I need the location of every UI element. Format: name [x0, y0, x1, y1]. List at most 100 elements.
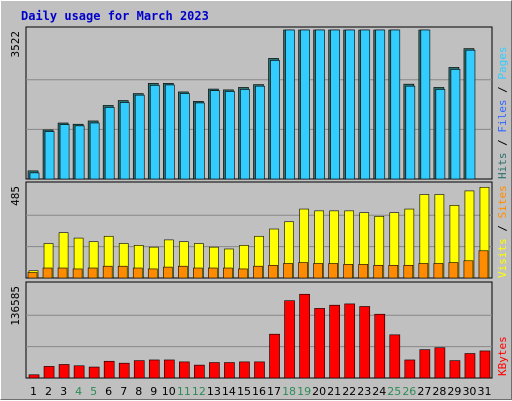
bar-kbytes-22	[344, 303, 356, 379]
day-label-27: 27	[417, 385, 431, 398]
bar-sites-27	[418, 263, 429, 279]
bar-sites-7	[117, 265, 128, 279]
day-label-31: 31	[477, 385, 491, 398]
bar-files-26	[405, 85, 416, 180]
day-label-19: 19	[297, 385, 311, 398]
bar-kbytes-14	[224, 362, 235, 379]
day-label-15: 15	[237, 385, 251, 398]
day-label-17: 17	[267, 385, 281, 398]
bar-files-12	[195, 102, 205, 180]
bar-files-27	[420, 29, 431, 180]
day-label-23: 23	[357, 385, 371, 398]
bar-sites-9	[147, 268, 158, 279]
bar-sites-29	[448, 262, 459, 279]
bar-files-4	[74, 125, 85, 180]
day-label-7: 7	[120, 385, 127, 398]
day-label-3: 3	[60, 385, 67, 398]
y-max-label: 3522	[9, 31, 22, 58]
bar-sites-3	[57, 267, 68, 279]
bar-files-17	[270, 60, 280, 180]
bar-files-30	[465, 49, 476, 180]
bar-files-5	[89, 122, 100, 180]
bar-kbytes-19	[299, 293, 310, 379]
bar-files-29	[450, 69, 461, 180]
day-label-16: 16	[252, 385, 266, 398]
day-label-28: 28	[432, 385, 446, 398]
bar-kbytes-1	[28, 374, 40, 379]
bar-kbytes-5	[88, 366, 100, 379]
bar-files-21	[330, 29, 340, 180]
bar-files-23	[360, 29, 371, 180]
bar-files-1	[29, 172, 40, 180]
y-max-label: 485	[9, 186, 22, 206]
bar-sites-28	[433, 263, 444, 279]
bar-sites-19	[298, 262, 308, 279]
bar-files-11	[180, 93, 190, 180]
bar-files-3	[59, 124, 70, 180]
bar-sites-20	[313, 263, 323, 279]
day-label-6: 6	[105, 385, 112, 398]
bar-sites-4	[72, 268, 83, 279]
panel-2: 485 Visits / Sites	[9, 181, 509, 279]
bar-kbytes-23	[359, 306, 371, 379]
bar-kbytes-7	[118, 362, 130, 379]
bar-kbytes-25	[389, 334, 401, 379]
day-label-11: 11	[177, 385, 191, 398]
day-label-18: 18	[282, 385, 296, 398]
bar-sites-31	[478, 250, 489, 279]
legend-2: Visits / Sites	[496, 185, 509, 278]
bar-files-22	[345, 29, 356, 180]
day-label-14: 14	[222, 385, 236, 398]
bar-sites-12	[193, 267, 203, 279]
bar-kbytes-18	[284, 300, 295, 379]
panel-1: 3522 Hits / Files / Pages	[9, 26, 509, 180]
bar-sites-30	[463, 260, 474, 279]
bar-files-13	[210, 90, 220, 180]
bar-sites-5	[87, 267, 98, 279]
bar-kbytes-6	[103, 360, 115, 379]
bar-files-8	[134, 94, 145, 180]
bar-sites-24	[373, 264, 384, 279]
bar-sites-17	[268, 264, 278, 279]
bar-files-25	[390, 29, 401, 180]
bar-kbytes-8	[133, 360, 145, 379]
day-label-30: 30	[462, 385, 476, 398]
bar-kbytes-12	[194, 364, 205, 379]
day-label-13: 13	[207, 385, 221, 398]
day-label-10: 10	[162, 385, 176, 398]
bar-kbytes-26	[404, 359, 416, 379]
bar-sites-2	[42, 267, 53, 279]
bar-files-20	[315, 29, 325, 180]
day-label-25: 25	[387, 385, 401, 398]
bar-kbytes-20	[314, 308, 325, 379]
bar-kbytes-13	[209, 362, 220, 379]
bar-kbytes-10	[163, 359, 175, 379]
bar-kbytes-28	[434, 347, 446, 379]
chart-title: Daily usage for March 2023	[21, 9, 209, 23]
bar-files-10	[164, 84, 175, 180]
day-label-26: 26	[402, 385, 416, 398]
bar-sites-10	[162, 266, 173, 279]
bar-kbytes-31	[479, 350, 491, 379]
bar-files-19	[300, 29, 310, 180]
bar-files-24	[375, 29, 386, 180]
legend-1: Hits / Files / Pages	[496, 47, 509, 180]
bar-kbytes-21	[329, 304, 340, 379]
bar-files-2	[44, 131, 55, 180]
bar-sites-25	[388, 264, 399, 279]
bar-kbytes-30	[464, 353, 476, 379]
bar-kbytes-29	[449, 360, 461, 379]
bar-files-18	[285, 29, 295, 180]
bar-kbytes-16	[254, 361, 265, 379]
bar-sites-11	[178, 265, 188, 279]
day-label-1: 1	[30, 385, 37, 398]
bar-kbytes-15	[239, 361, 250, 379]
day-label-9: 9	[150, 385, 157, 398]
bar-kbytes-24	[374, 313, 386, 379]
legend-3: KBytes	[496, 336, 509, 376]
bar-sites-14	[223, 267, 233, 279]
bar-sites-26	[403, 264, 414, 279]
bar-files-15	[240, 89, 250, 180]
bar-sites-6	[102, 265, 113, 279]
